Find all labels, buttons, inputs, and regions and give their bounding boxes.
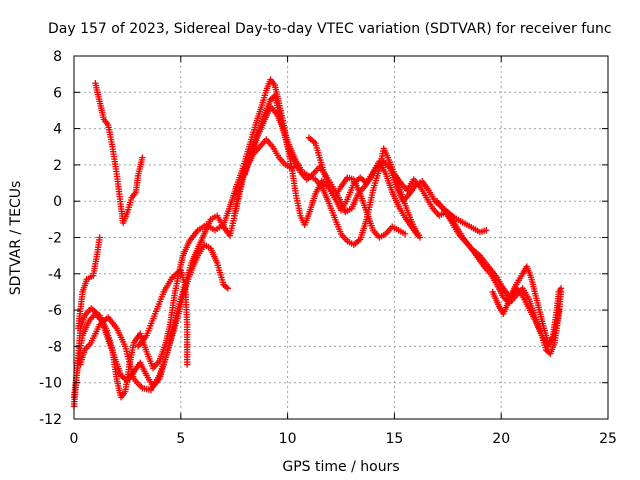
y-tick-label: 8 — [53, 49, 62, 65]
x-axis-title: GPS time / hours — [282, 459, 399, 475]
series-track-8 — [305, 134, 409, 241]
series-track-6 — [134, 266, 191, 368]
axis-ticks: 0 5 10 15 20 25 -12 -10 -8 -6 -4 -2 0 2 4 6 8 — [39, 49, 617, 447]
y-tick-label: -8 — [48, 339, 62, 355]
y-tick-label: -12 — [39, 412, 62, 428]
y-tick-label: -10 — [39, 376, 62, 392]
y-tick-label: 6 — [53, 85, 62, 101]
data-point — [96, 234, 103, 241]
data-point — [224, 285, 231, 292]
y-axis-title: SDTVAR / TECUs — [8, 181, 24, 296]
x-tick-label: 10 — [279, 431, 297, 447]
x-tick-label: 0 — [70, 431, 79, 447]
data-point — [139, 154, 146, 161]
x-tick-label: 5 — [176, 431, 185, 447]
y-tick-label: 2 — [53, 158, 62, 174]
y-tick-label: -4 — [48, 267, 62, 283]
series-track-1 — [70, 76, 422, 410]
data-point — [483, 227, 490, 234]
data-point — [557, 285, 565, 292]
data-point — [184, 361, 191, 368]
series-track-4 — [75, 234, 103, 332]
series-track-11 — [489, 285, 563, 350]
chart-title: Day 157 of 2023, Sidereal Day-to-day VTE… — [48, 21, 612, 37]
data-points — [70, 76, 565, 410]
y-tick-label: 0 — [53, 194, 62, 210]
x-tick-label: 15 — [385, 431, 403, 447]
x-tick-label: 25 — [599, 431, 617, 447]
y-tick-label: 4 — [53, 122, 62, 138]
data-point — [223, 283, 230, 291]
data-point — [401, 230, 409, 238]
series-track-7 — [241, 103, 424, 248]
series-track-3 — [92, 80, 146, 227]
data-point — [555, 306, 563, 314]
y-tick-label: -2 — [48, 231, 62, 247]
data-point — [295, 161, 302, 169]
y-tick-label: -6 — [48, 303, 62, 319]
data-point — [416, 234, 424, 241]
series-track-12 — [231, 136, 302, 219]
x-tick-label: 20 — [492, 431, 510, 447]
